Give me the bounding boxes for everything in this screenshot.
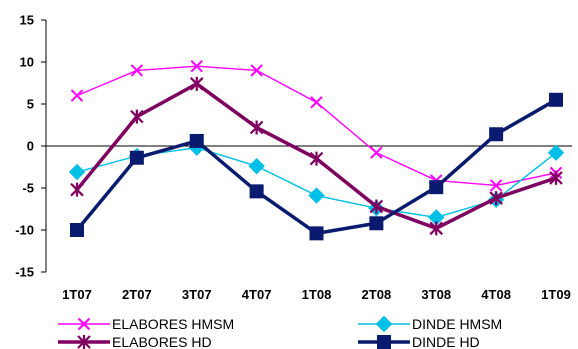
series-line	[75, 98, 557, 236]
data-point	[489, 191, 503, 206]
x-tick-label: 2T08	[362, 287, 392, 302]
series-dinde-hd	[70, 92, 563, 241]
data-point	[68, 163, 86, 181]
data-point	[549, 92, 563, 107]
legend: ELABORES HMSM DINDE HMSM ELABORES HD DINDE …	[58, 315, 502, 349]
legend-item: DINDE HMSM	[358, 315, 502, 333]
data-point	[248, 157, 265, 175]
data-point	[70, 223, 84, 237]
legend-label: DINDE HD	[412, 334, 480, 349]
x-tick-label: 1T07	[62, 287, 92, 302]
data-point	[309, 226, 324, 241]
data-point	[310, 96, 323, 109]
data-point	[547, 144, 565, 161]
data-point	[369, 216, 384, 231]
data-point	[70, 89, 84, 102]
data-point	[429, 180, 444, 195]
data-point	[429, 221, 444, 236]
series-elabores-hd	[70, 76, 563, 236]
data-point	[309, 151, 324, 166]
legend-label: ELABORES HMSM	[112, 316, 234, 332]
data-point	[489, 179, 503, 192]
data-point	[189, 76, 204, 91]
data-point	[130, 109, 144, 124]
y-tick-label: 5	[27, 97, 34, 112]
x-tick-label: 3T07	[182, 287, 212, 302]
legend-marker	[375, 315, 393, 333]
y-tick-label: -15	[15, 265, 34, 280]
legend-label: DINDE HMSM	[412, 316, 502, 332]
data-point	[70, 182, 84, 197]
x-tick-label: 4T07	[242, 287, 272, 302]
data-point	[308, 187, 325, 204]
y-tick-label: 10	[20, 55, 34, 70]
series-line	[76, 65, 557, 187]
data-point	[250, 64, 263, 77]
legend-marker	[77, 335, 91, 349]
data-point	[129, 150, 144, 165]
data-point	[189, 133, 204, 148]
data-point	[130, 64, 144, 77]
x-tick-label: 1T09	[541, 287, 571, 302]
data-point	[489, 127, 504, 142]
x-tick-label: 4T08	[481, 287, 511, 302]
y-tick-label: 15	[20, 13, 34, 28]
x-tick-label: 1T08	[302, 287, 332, 302]
legend-marker	[377, 335, 391, 349]
y-tick-label: 0	[27, 139, 34, 154]
y-tick-label: -5	[22, 181, 34, 196]
y-axis-ticks: 15 10 5 0 -5 -10 -15	[15, 13, 46, 280]
plot-area: 15 10 5 0 -5 -10 -15 1T07 2T07 3T07 4T07 1T08 2T08 3…	[15, 13, 572, 302]
data-point	[249, 120, 264, 135]
data-point	[369, 199, 384, 214]
data-point	[370, 146, 383, 159]
x-tick-label: 3T08	[421, 287, 451, 302]
legend-item: DINDE HD	[358, 334, 480, 349]
legend-marker	[77, 317, 91, 331]
data-point	[190, 59, 203, 73]
x-axis-labels: 1T07 2T07 3T07 4T07 1T08 2T08 3T08 4T08 1T09	[62, 287, 571, 302]
legend-label: ELABORES HD	[112, 334, 212, 349]
data-point	[249, 184, 264, 199]
data-point	[549, 170, 563, 185]
series-group	[68, 59, 565, 241]
legend-item: ELABORES HMSM	[58, 316, 234, 332]
y-tick-label: -10	[15, 223, 34, 238]
legend-item: ELABORES HD	[58, 334, 212, 349]
x-tick-label: 2T07	[122, 287, 152, 302]
series-elabores-hmsm	[70, 59, 563, 192]
